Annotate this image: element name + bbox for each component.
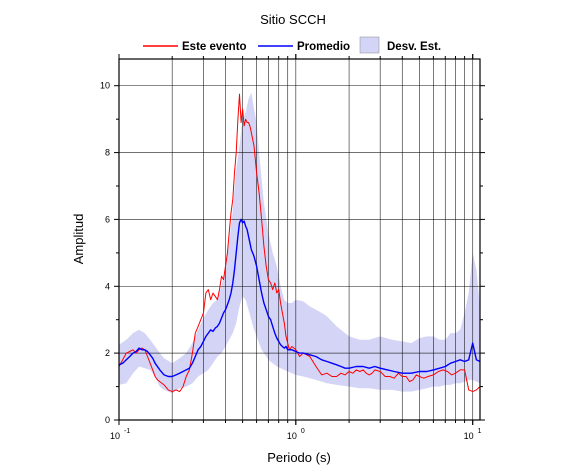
x-axis-title: Periodo (s)	[267, 450, 331, 465]
legend-label-este-evento: Este evento	[182, 41, 247, 53]
legend-label-desv-est: Desv. Est.	[387, 41, 441, 53]
y-tick-label: 0	[105, 415, 110, 425]
legend: Este evento Promedio Desv. Est.	[143, 36, 441, 54]
grid-layer	[119, 59, 480, 420]
chart-title: Sitio SCCH	[260, 12, 326, 27]
x-tick-label-exponent: -1	[124, 428, 130, 435]
series-line-promedio	[118, 218, 481, 378]
x-tick-label: 10	[287, 431, 297, 441]
y-tick-label: 6	[105, 214, 110, 224]
legend-swatch-desv-est	[359, 36, 380, 54]
plot-frame	[118, 58, 481, 421]
std-band-layer	[119, 92, 480, 394]
y-tick-label: 10	[100, 81, 110, 91]
x-tick-label-exponent: 0	[301, 428, 305, 435]
y-tick-label: 4	[105, 281, 110, 291]
y-tick-label: 2	[105, 348, 110, 358]
x-tick-label: 10	[110, 431, 120, 441]
series-line-este-evento	[118, 93, 481, 393]
series-layer	[118, 93, 481, 393]
x-tick-label: 10	[464, 431, 474, 441]
std-band	[119, 92, 480, 394]
y-axis-title: Amplitud	[71, 214, 86, 265]
legend-label-promedio: Promedio	[297, 41, 350, 53]
y-tick-label: 8	[105, 148, 110, 158]
x-tick-label-exponent: 1	[478, 428, 482, 435]
